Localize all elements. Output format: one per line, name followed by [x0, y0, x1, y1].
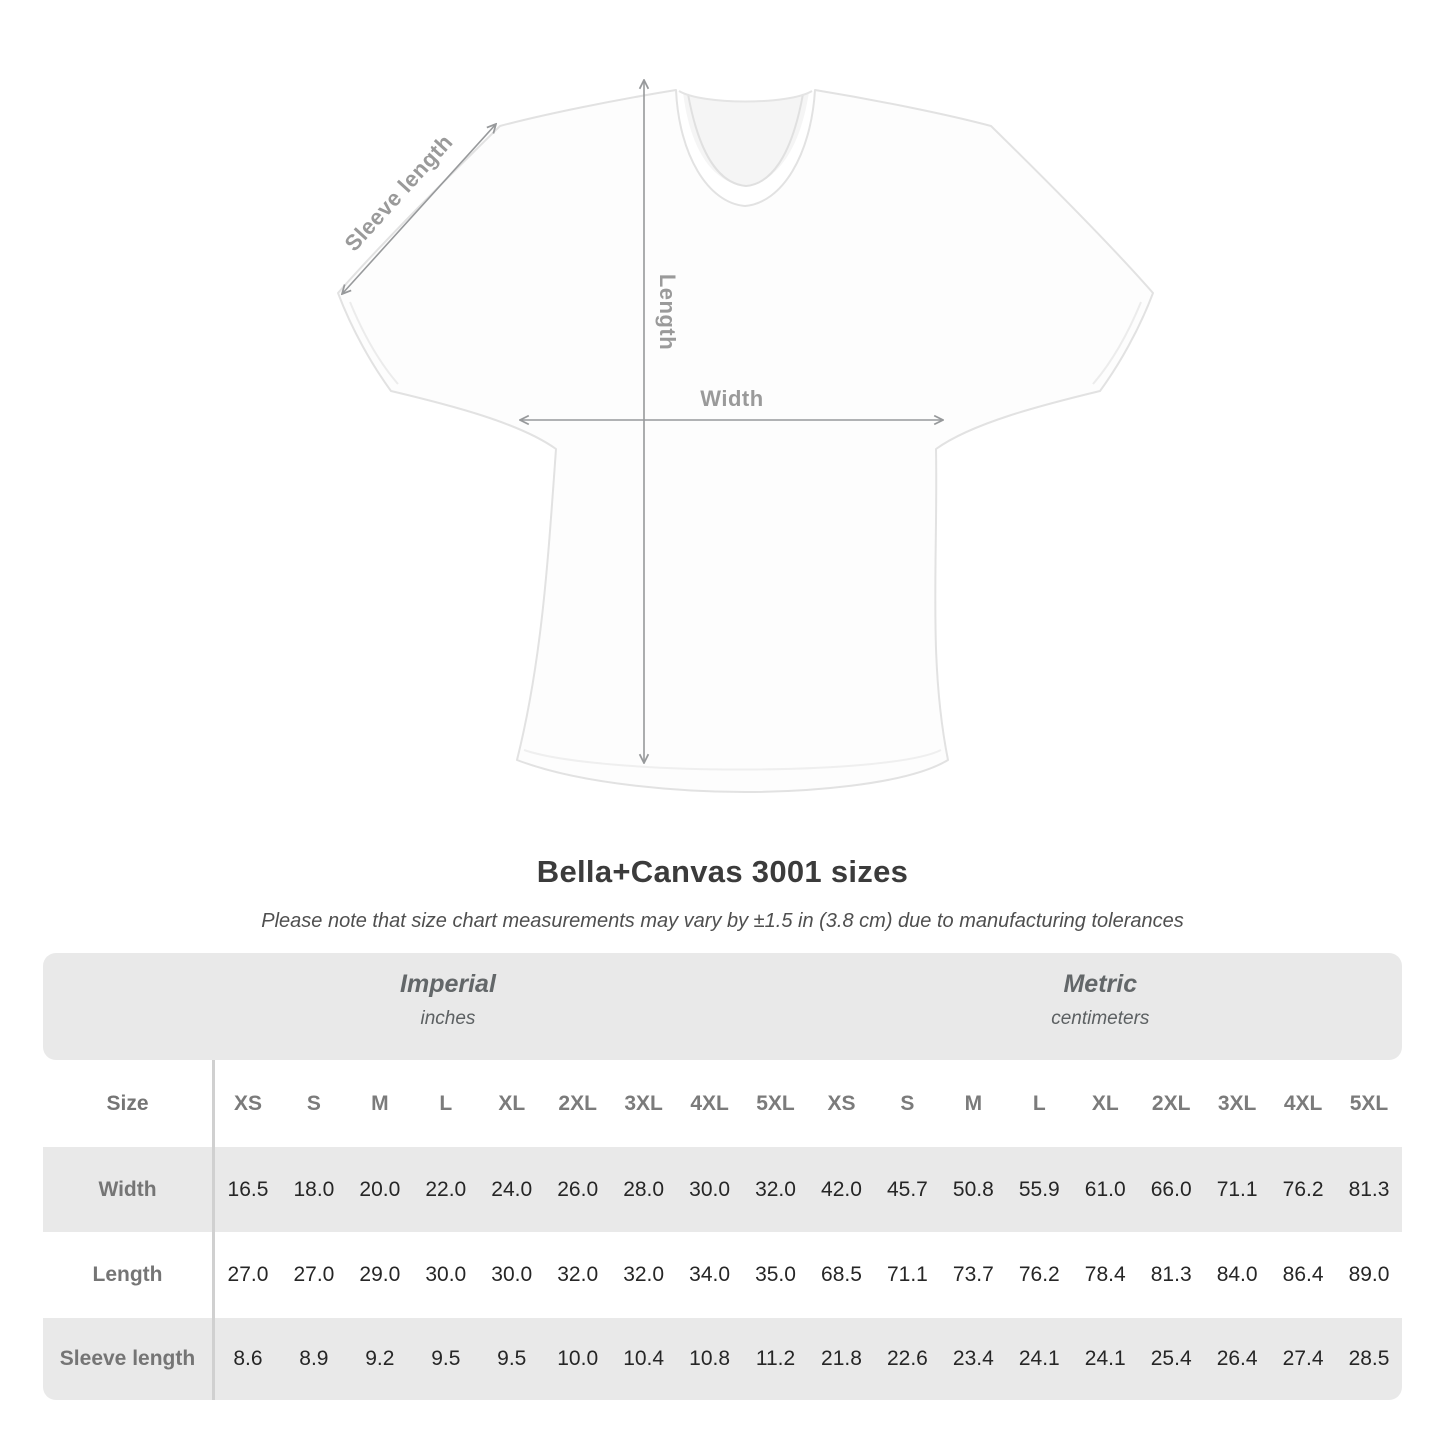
value-cell: 66.0	[1138, 1147, 1205, 1232]
size-col-header-metric-xl: XL	[1072, 1060, 1139, 1147]
value-cell: 9.5	[412, 1318, 479, 1400]
hem-seam	[523, 749, 942, 771]
value-cell: 30.0	[412, 1232, 479, 1318]
size-col-header-metric-5xl: 5XL	[1336, 1060, 1402, 1147]
value-cell: 35.0	[742, 1232, 809, 1318]
value-cell: 32.0	[544, 1232, 611, 1318]
value-cell: 84.0	[1204, 1232, 1271, 1318]
size-col-header-metric-s: S	[874, 1060, 941, 1147]
size-col-header-imperial-m: M	[346, 1060, 413, 1147]
value-cell: 81.3	[1138, 1232, 1205, 1318]
value-cell: 26.0	[544, 1147, 611, 1232]
size-col-header-imperial-3xl: 3XL	[610, 1060, 677, 1147]
value-cell: 10.8	[676, 1318, 743, 1400]
size-col-header-imperial-l: L	[412, 1060, 479, 1147]
value-cell: 11.2	[742, 1318, 809, 1400]
size-column-label: Size	[43, 1060, 215, 1147]
right-cuff-seam	[1092, 301, 1142, 385]
value-cell: 27.4	[1270, 1318, 1337, 1400]
collar-back-edge	[678, 90, 813, 103]
value-cell: 45.7	[874, 1147, 941, 1232]
size-col-header-imperial-5xl: 5XL	[742, 1060, 809, 1147]
value-cell: 22.6	[874, 1318, 941, 1400]
tshirt-silhouette	[337, 89, 1154, 793]
size-col-header-metric-l: L	[1006, 1060, 1073, 1147]
collar-opening	[683, 92, 809, 186]
collar-band-inner-edge	[687, 93, 804, 188]
value-cell: 50.8	[940, 1147, 1007, 1232]
value-cell: 24.1	[1006, 1318, 1073, 1400]
value-cell: 42.0	[808, 1147, 875, 1232]
value-cell: 9.2	[346, 1318, 413, 1400]
size-col-header-imperial-xs: XS	[215, 1060, 281, 1147]
value-cell: 26.4	[1204, 1318, 1271, 1400]
metric-unit: centimeters	[1051, 1008, 1150, 1029]
value-cell: 32.0	[610, 1232, 677, 1318]
width-measure-label: Width	[700, 386, 764, 411]
value-cell: 55.9	[1006, 1147, 1073, 1232]
value-cell: 16.5	[215, 1147, 281, 1232]
size-col-header-imperial-s: S	[280, 1060, 347, 1147]
row-label: Sleeve length	[43, 1318, 215, 1400]
imperial-unit: inches	[420, 1008, 476, 1029]
value-cell: 22.0	[412, 1147, 479, 1232]
value-cell: 61.0	[1072, 1147, 1139, 1232]
value-cell: 21.8	[808, 1318, 875, 1400]
units-header-band: Imperial inches Metric centimeters	[43, 953, 1402, 1060]
page-title: Bella+Canvas 3001 sizes	[536, 854, 909, 889]
row-label: Length	[43, 1232, 215, 1318]
row-label: Width	[43, 1147, 215, 1232]
value-cell: 89.0	[1336, 1232, 1402, 1318]
value-cell: 10.4	[610, 1318, 677, 1400]
value-cell: 27.0	[280, 1232, 347, 1318]
value-cell: 25.4	[1138, 1318, 1205, 1400]
tolerance-note: Please note that size chart measurements…	[261, 910, 1184, 932]
value-cell: 73.7	[940, 1232, 1007, 1318]
value-cell: 32.0	[742, 1147, 809, 1232]
size-col-header-imperial-xl: XL	[478, 1060, 545, 1147]
value-cell: 24.0	[478, 1147, 545, 1232]
value-cell: 30.0	[676, 1147, 743, 1232]
value-cell: 34.0	[676, 1232, 743, 1318]
size-col-header-imperial-2xl: 2XL	[544, 1060, 611, 1147]
value-cell: 81.3	[1336, 1147, 1402, 1232]
value-cell: 29.0	[346, 1232, 413, 1318]
value-cell: 28.0	[610, 1147, 677, 1232]
size-col-header-metric-xs: XS	[808, 1060, 875, 1147]
value-cell: 18.0	[280, 1147, 347, 1232]
metric-title: Metric	[1063, 970, 1138, 998]
value-cell: 8.9	[280, 1318, 347, 1400]
value-cell: 27.0	[215, 1232, 281, 1318]
size-col-header-metric-3xl: 3XL	[1204, 1060, 1271, 1147]
value-cell: 71.1	[1204, 1147, 1271, 1232]
imperial-title: Imperial	[400, 970, 496, 998]
sleeve-length-arrow	[342, 124, 496, 294]
size-col-header-metric-2xl: 2XL	[1138, 1060, 1205, 1147]
value-cell: 24.1	[1072, 1318, 1139, 1400]
value-cell: 71.1	[874, 1232, 941, 1318]
value-cell: 8.6	[215, 1318, 281, 1400]
left-cuff-seam	[349, 301, 399, 385]
imperial-header: Imperial inches	[400, 953, 496, 1060]
size-col-header-metric-m: M	[940, 1060, 1007, 1147]
value-cell: 23.4	[940, 1318, 1007, 1400]
size-col-header-imperial-4xl: 4XL	[676, 1060, 743, 1147]
metric-header: Metric centimeters	[1051, 953, 1149, 1060]
value-cell: 10.0	[544, 1318, 611, 1400]
value-cell: 30.0	[478, 1232, 545, 1318]
value-cell: 68.5	[808, 1232, 875, 1318]
tshirt-illustration	[337, 0, 1154, 793]
value-cell: 86.4	[1270, 1232, 1337, 1318]
value-cell: 9.5	[478, 1318, 545, 1400]
size-col-header-metric-4xl: 4XL	[1270, 1060, 1337, 1147]
tshirt-measurement-diagram: Width Length Sleeve length	[337, 0, 1154, 793]
size-table: Size XS S M L XL 2XL 3XL 4XL 5XL XS S M L XL 2XL 3XL 4XL 5…	[43, 1060, 1402, 1400]
value-cell: 28.5	[1336, 1318, 1402, 1400]
value-cell: 20.0	[346, 1147, 413, 1232]
value-cell: 78.4	[1072, 1232, 1139, 1318]
length-measure-label: Length	[655, 273, 680, 351]
value-cell: 76.2	[1270, 1147, 1337, 1232]
value-cell: 76.2	[1006, 1232, 1073, 1318]
